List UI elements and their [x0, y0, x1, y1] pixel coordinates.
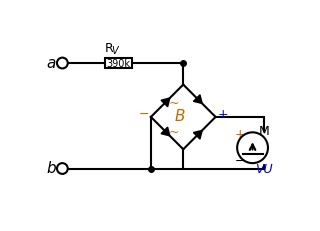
Text: VU: VU [254, 162, 272, 175]
Polygon shape [193, 131, 202, 140]
Text: V: V [111, 46, 118, 56]
FancyBboxPatch shape [105, 59, 132, 69]
Text: 390k: 390k [106, 59, 130, 69]
Text: −: − [234, 155, 245, 168]
Text: −: − [139, 108, 149, 121]
Text: b: b [46, 161, 56, 176]
Circle shape [57, 58, 68, 69]
Circle shape [57, 163, 68, 174]
Polygon shape [161, 99, 170, 107]
Text: B: B [174, 108, 185, 123]
Text: +: + [217, 108, 228, 121]
Circle shape [237, 133, 268, 163]
Text: a: a [46, 55, 55, 70]
Text: M: M [259, 124, 269, 137]
Polygon shape [161, 128, 170, 136]
Text: R: R [105, 42, 114, 55]
Text: +: + [234, 128, 245, 141]
Text: ~: ~ [169, 97, 179, 109]
Text: ~: ~ [169, 125, 179, 138]
Polygon shape [193, 95, 202, 104]
